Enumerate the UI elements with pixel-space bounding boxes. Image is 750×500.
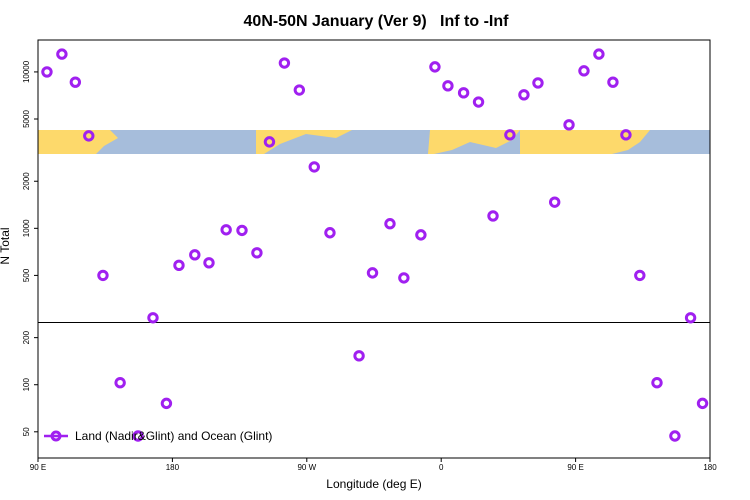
point [114, 377, 126, 389]
point [83, 130, 95, 142]
point [634, 269, 646, 282]
point [353, 350, 365, 362]
y-tick-label: 5000 [22, 110, 31, 128]
point [548, 196, 561, 208]
y-tick-label: 500 [22, 268, 31, 282]
point [97, 269, 109, 282]
point [518, 89, 530, 101]
point [684, 312, 697, 324]
point [384, 218, 396, 230]
point [132, 430, 144, 442]
point [472, 96, 485, 108]
point [56, 48, 68, 60]
point [532, 77, 544, 89]
point [620, 129, 632, 141]
point [220, 224, 232, 236]
point [607, 76, 619, 88]
y-tick-label: 100 [22, 378, 31, 392]
point [69, 76, 82, 88]
chart-title: 40N-50N January (Ver 9) Inf to -Inf [244, 13, 510, 30]
point [173, 259, 185, 272]
point [203, 257, 215, 269]
point [308, 161, 320, 173]
y-tick-label: 1000 [22, 219, 31, 237]
plot-frame [37, 39, 711, 459]
legend-label: Land (Nadir&Glint) and Ocean (Glint) [75, 429, 272, 443]
y-axis-label: N Total [0, 227, 12, 264]
point [457, 87, 470, 99]
y-tick-label: 10000 [22, 60, 31, 83]
point [263, 136, 276, 148]
y-tick-label: 200 [22, 330, 31, 344]
map-band [38, 130, 710, 154]
x-tick-label: 180 [703, 463, 717, 472]
point [563, 119, 575, 131]
y-tick-label: 50 [22, 427, 31, 436]
x-tick-label: 90 E [30, 463, 46, 472]
x-tick-label: 90 E [567, 463, 583, 472]
x-tick-label: 180 [166, 463, 180, 472]
point [504, 129, 516, 141]
point [366, 267, 379, 279]
y-tick-label: 2000 [22, 172, 31, 190]
x-axis-label: Longitude (deg E) [326, 477, 421, 491]
point [442, 80, 454, 92]
point [147, 312, 159, 324]
point [189, 249, 201, 261]
point [651, 377, 663, 389]
point [593, 48, 605, 60]
point [415, 229, 427, 241]
point [160, 397, 173, 410]
point [398, 272, 410, 284]
x-tick-label: 0 [439, 463, 444, 472]
point [278, 57, 291, 69]
point [324, 227, 336, 239]
point [41, 66, 53, 78]
x-tick-label: 90 W [297, 463, 316, 472]
point [429, 61, 441, 73]
point [578, 65, 590, 77]
legend-marker [50, 430, 62, 442]
point [251, 247, 263, 259]
point [487, 210, 499, 222]
point [696, 397, 709, 410]
point [293, 84, 306, 96]
point [669, 430, 681, 442]
point [236, 224, 248, 237]
